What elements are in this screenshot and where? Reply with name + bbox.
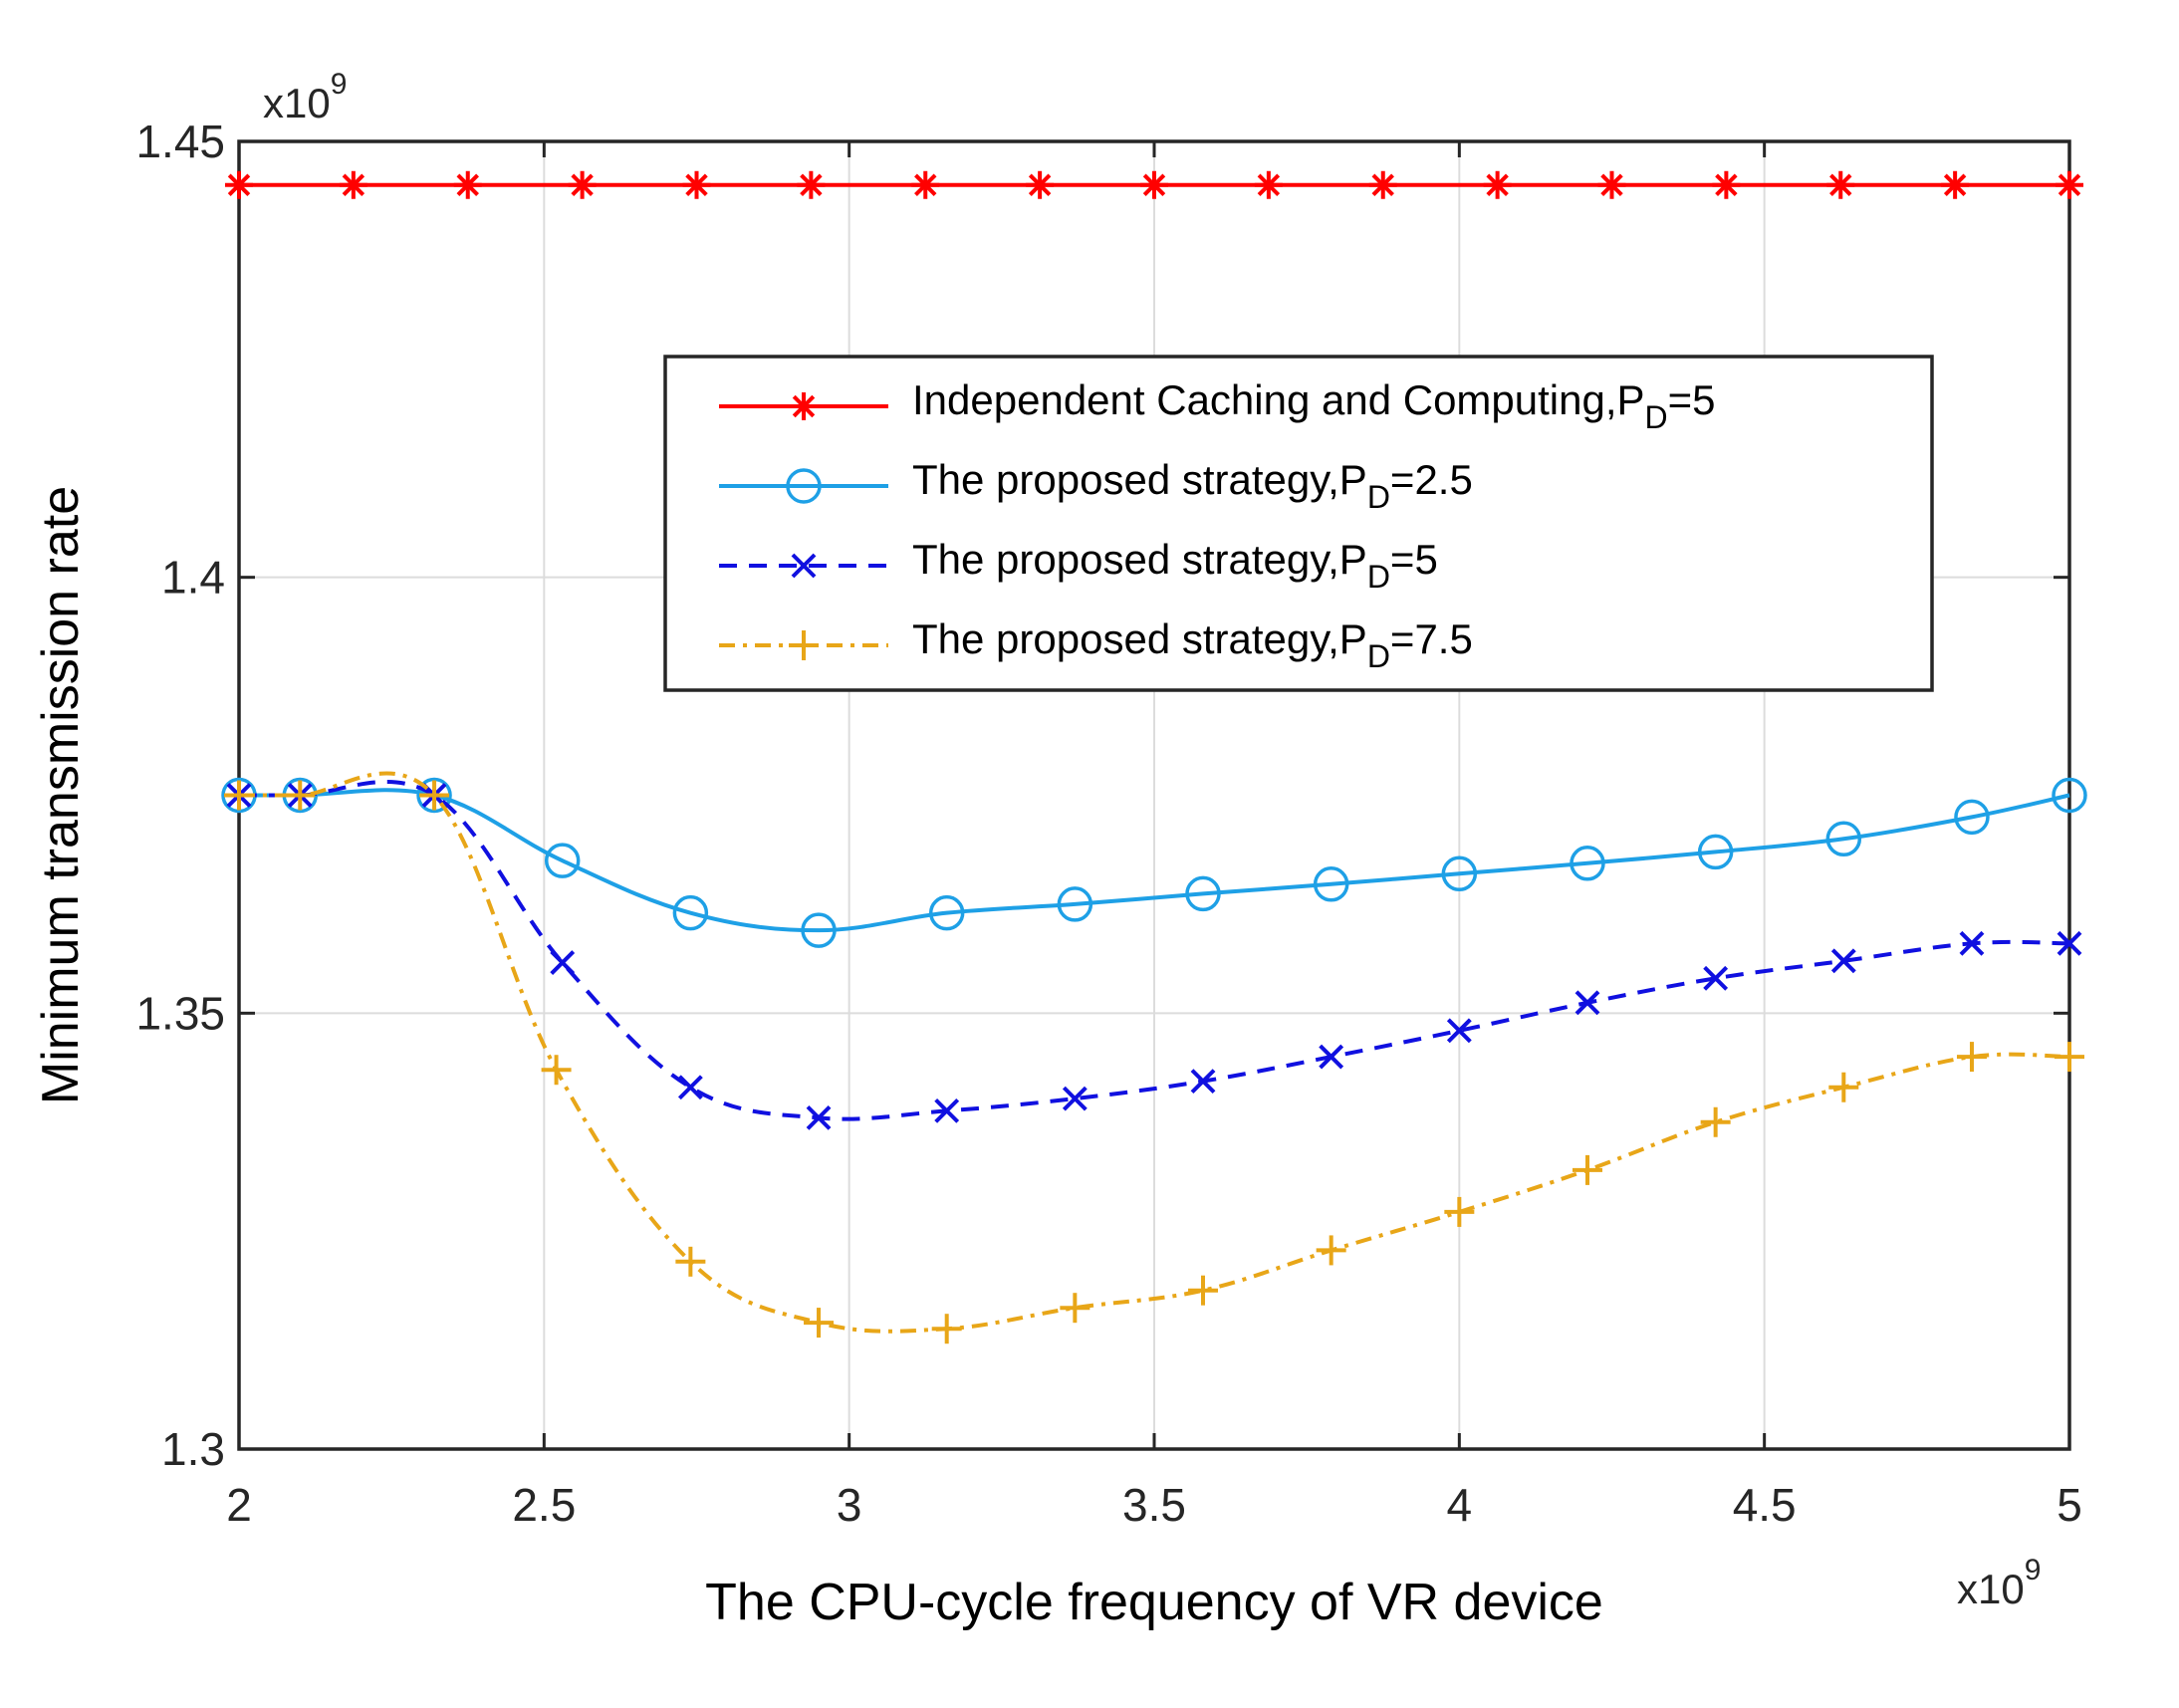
data-marker-plus <box>419 780 450 811</box>
data-marker-asterisk <box>453 170 482 199</box>
y-axis-multiplier: x109 <box>263 68 347 126</box>
data-marker-circle <box>786 468 822 504</box>
data-marker-plus <box>1572 1154 1602 1185</box>
data-marker-asterisk <box>1368 170 1397 199</box>
data-marker-circle <box>672 894 709 931</box>
series-3 <box>224 771 2084 1344</box>
series-1 <box>221 777 2087 948</box>
series-2 <box>226 780 2082 1130</box>
data-marker-circle <box>1697 834 1734 870</box>
legend-entry-2: The proposed strategy,PD=5 <box>719 536 1438 595</box>
x-axis-title: The CPU-cycle frequency of VR device <box>705 1574 1603 1631</box>
y-tick-label: 1.4 <box>161 552 225 604</box>
data-marker-plus <box>541 1055 572 1086</box>
data-marker-plus <box>285 780 316 811</box>
data-marker-x <box>934 1098 960 1123</box>
data-marker-plus <box>1700 1106 1731 1137</box>
series-line <box>239 788 2070 933</box>
x-axis-multiplier: x109 <box>1957 1554 2041 1612</box>
data-marker-asterisk <box>911 170 940 199</box>
x-tick-label: 2.5 <box>512 1479 576 1531</box>
data-marker-x <box>1830 948 1856 974</box>
data-marker-x <box>2057 930 2082 956</box>
data-marker-plus <box>804 1308 835 1339</box>
legend-entry-0: Independent Caching and Computing,PD=5 <box>719 376 1716 435</box>
data-marker-asterisk <box>1712 170 1741 199</box>
legend-label: The proposed strategy,PD=7.5 <box>912 615 1473 674</box>
legend-entry-1: The proposed strategy,PD=2.5 <box>719 456 1473 515</box>
data-marker-x <box>677 1075 703 1100</box>
data-marker-plus <box>1956 1042 1987 1073</box>
data-marker-asterisk <box>1826 170 1855 199</box>
axis-labels: 2 2.5 3 3.5 4 4.5 5 1.3 1.35 1.4 1.45 x109 x109 The C… <box>32 68 2082 1631</box>
y-tick-label: 1.45 <box>135 116 225 167</box>
series-0 <box>225 170 2083 199</box>
data-marker-x <box>1959 930 1985 956</box>
data-marker-asterisk <box>568 170 597 199</box>
data-marker-circle <box>1185 875 1221 912</box>
legend: Independent Caching and Computing,PD=5 Th… <box>663 355 1934 692</box>
x-tick-label: 4.5 <box>1733 1479 1797 1531</box>
data-marker-asterisk <box>1026 170 1055 199</box>
data-marker-circle <box>1057 886 1093 922</box>
legend-box <box>663 355 1934 692</box>
data-marker-plus <box>1828 1072 1859 1102</box>
legend-label: Independent Caching and Computing,PD=5 <box>912 376 1716 435</box>
data-marker-x <box>1190 1069 1216 1095</box>
data-marker-circle <box>416 777 452 814</box>
data-marker-plus <box>2055 1042 2084 1073</box>
data-marker-x <box>806 1104 832 1130</box>
data-marker-circle <box>801 912 837 948</box>
data-marker-asterisk <box>682 170 711 199</box>
legend-entry-3: The proposed strategy,PD=7.5 <box>719 615 1473 674</box>
data-marker-plus <box>789 630 819 660</box>
data-marker-asterisk <box>1941 170 1970 199</box>
x-tick-label: 5 <box>2057 1479 2082 1531</box>
data-marker-x <box>1319 1044 1344 1070</box>
y-tick-label: 1.3 <box>161 1423 225 1475</box>
data-marker-x <box>1446 1018 1472 1044</box>
data-marker-plus <box>224 780 254 811</box>
data-marker-plus <box>675 1246 706 1277</box>
plot-series <box>221 170 2087 1344</box>
y-axis-title: Minimum transmission rate <box>32 486 90 1104</box>
data-marker-asterisk <box>225 170 253 199</box>
data-marker-circle <box>1570 846 1605 881</box>
data-marker-asterisk <box>339 170 367 199</box>
series-line <box>239 780 2070 1121</box>
data-marker-x <box>791 553 817 579</box>
data-marker-circle <box>1313 866 1349 902</box>
data-marker-plus <box>1316 1235 1346 1266</box>
data-marker-asterisk <box>1483 170 1512 199</box>
data-marker-asterisk <box>797 170 826 199</box>
data-marker-x <box>1062 1086 1088 1111</box>
x-tick-label: 2 <box>226 1479 252 1531</box>
data-marker-x <box>550 950 576 975</box>
data-marker-circle <box>1954 799 1990 836</box>
data-marker-x <box>1703 965 1729 991</box>
x-tick-label: 4 <box>1447 1479 1473 1531</box>
data-marker-circle <box>544 843 581 878</box>
x-tick-label: 3 <box>837 1479 862 1531</box>
data-marker-x <box>1574 990 1600 1016</box>
data-marker-asterisk <box>1597 170 1626 199</box>
data-marker-circle <box>1441 855 1478 892</box>
data-marker-circle <box>1825 821 1862 857</box>
data-marker-circle <box>928 894 965 931</box>
data-marker-plus <box>1060 1293 1090 1324</box>
data-marker-asterisk <box>2056 170 2083 199</box>
y-tick-label: 1.35 <box>135 987 225 1039</box>
data-marker-circle <box>2052 777 2087 814</box>
legend-label: The proposed strategy,PD=2.5 <box>912 456 1473 515</box>
x-tick-label: 3.5 <box>1122 1479 1186 1531</box>
data-marker-asterisk <box>790 392 818 420</box>
data-marker-plus <box>931 1314 962 1344</box>
data-marker-asterisk <box>1254 170 1283 199</box>
legend-label: The proposed strategy,PD=5 <box>912 536 1438 595</box>
data-marker-plus <box>1444 1196 1475 1227</box>
data-marker-asterisk <box>1140 170 1168 199</box>
data-marker-plus <box>1188 1275 1219 1306</box>
